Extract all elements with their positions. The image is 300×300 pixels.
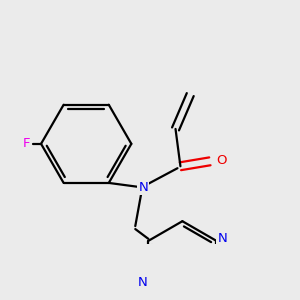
Text: O: O: [216, 154, 227, 167]
Text: N: N: [218, 232, 227, 245]
Text: F: F: [22, 137, 30, 150]
Text: N: N: [138, 276, 147, 289]
Text: N: N: [138, 181, 148, 194]
